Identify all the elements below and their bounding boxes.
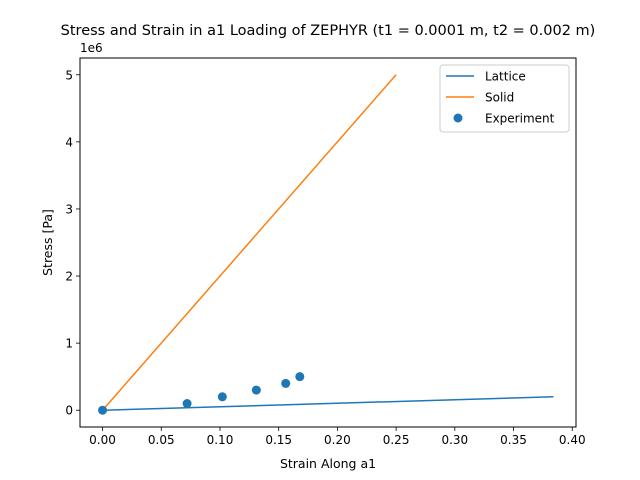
series-layer bbox=[98, 74, 554, 415]
series-line-solid bbox=[101, 74, 397, 411]
x-tick-label: 0.10 bbox=[207, 433, 234, 447]
x-axis-ticks: 0.00 0.05 0.10 0.15 0.20 0.25 0.30 0.35 0.40 bbox=[89, 427, 586, 447]
x-tick-label: 0.25 bbox=[383, 433, 410, 447]
legend-frame bbox=[439, 64, 570, 133]
legend: Lattice Solid Experiment bbox=[439, 64, 570, 133]
y-axis-offset-label: 1e6 bbox=[80, 41, 103, 55]
x-tick-label: 0.30 bbox=[441, 433, 468, 447]
y-tick-label: 3 bbox=[65, 202, 73, 216]
data-point-experiment bbox=[295, 372, 305, 382]
legend-swatch-experiment bbox=[453, 113, 463, 123]
legend-label-experiment: Experiment bbox=[485, 112, 555, 126]
x-tick-label: 0.20 bbox=[324, 433, 351, 447]
data-point-experiment bbox=[182, 399, 192, 409]
series-line-lattice bbox=[102, 396, 554, 411]
x-axis-label: Strain Along a1 bbox=[280, 456, 376, 471]
data-point-experiment bbox=[281, 378, 291, 388]
legend-label-solid: Solid bbox=[485, 91, 514, 105]
y-tick-label: 5 bbox=[65, 68, 73, 82]
axes-frame bbox=[79, 57, 577, 428]
x-tick-label: 0.00 bbox=[89, 433, 116, 447]
y-tick-label: 4 bbox=[65, 135, 73, 149]
y-tick-label: 2 bbox=[65, 270, 73, 284]
x-tick-label: 0.40 bbox=[559, 433, 586, 447]
x-tick-label: 0.15 bbox=[265, 433, 292, 447]
legend-label-lattice: Lattice bbox=[485, 70, 526, 84]
data-point-experiment bbox=[98, 405, 108, 415]
y-axis-ticks: 0 1 2 3 4 5 bbox=[65, 68, 80, 418]
data-point-experiment bbox=[251, 385, 261, 395]
chart-title: Stress and Strain in a1 Loading of ZEPHY… bbox=[61, 23, 596, 39]
y-tick-label: 0 bbox=[65, 404, 73, 418]
y-tick-label: 1 bbox=[65, 337, 73, 351]
y-axis-label: Stress [Pa] bbox=[40, 209, 55, 276]
data-point-experiment bbox=[217, 392, 227, 402]
x-tick-label: 0.35 bbox=[500, 433, 527, 447]
x-tick-label: 0.05 bbox=[148, 433, 175, 447]
